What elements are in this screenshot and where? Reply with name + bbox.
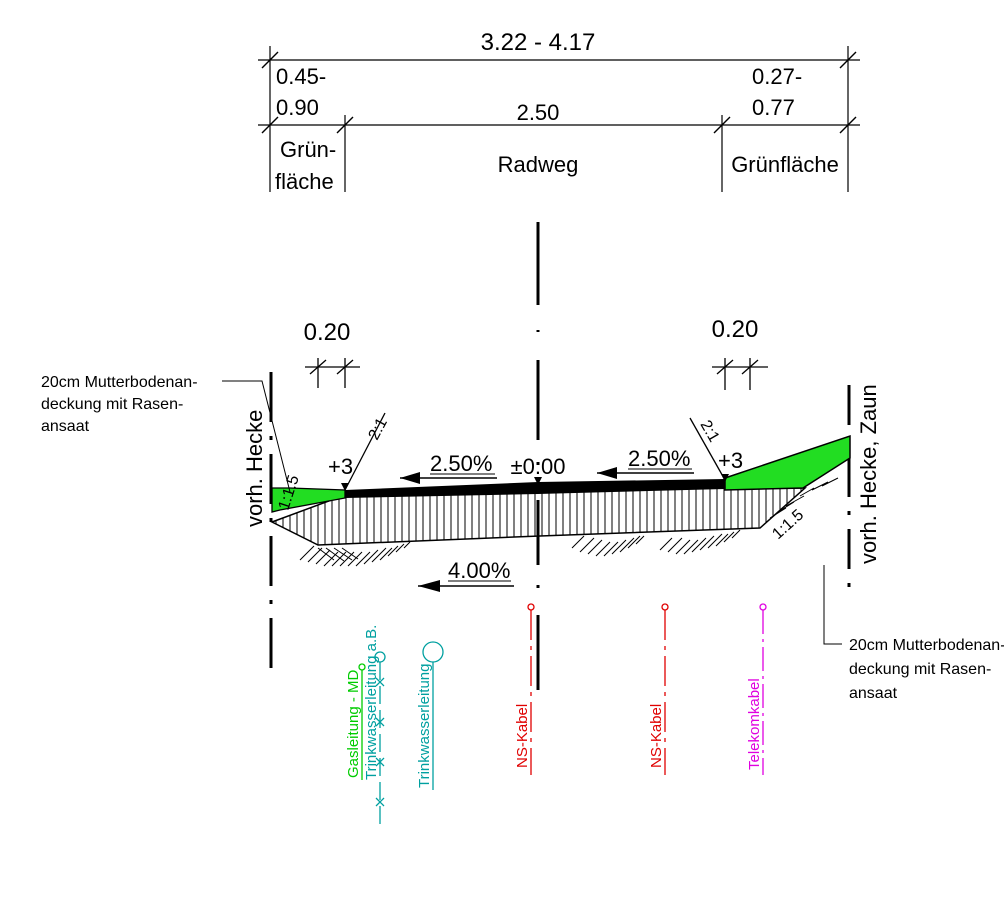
- ns-cable-1-line: [527, 603, 535, 775]
- left-offset-label: 0.20: [304, 319, 351, 346]
- right-offset-label: 0.20: [712, 316, 759, 343]
- left-slope-label: 2.50%: [430, 451, 492, 476]
- dimension-chain: [258, 46, 860, 192]
- right-zone-label: Grünfläche: [731, 152, 839, 177]
- utility-label-ns-2: NS-Kabel: [648, 704, 665, 768]
- right-slope-label: 2.50%: [628, 446, 690, 471]
- ground-hatching: [299, 477, 839, 567]
- telekom-cable-line: [759, 603, 767, 775]
- right-note-line3: ansaat: [849, 685, 898, 702]
- right-note-line1: 20cm Mutterbodenan-: [849, 637, 1004, 654]
- right-note-line2: deckung mit Rasen-: [849, 661, 991, 678]
- right-edge-label: vorh. Hecke, Zaun: [856, 384, 881, 564]
- left-green-width-top: 0.45-: [276, 64, 326, 89]
- center-height-label: ±0.00: [511, 454, 566, 479]
- center-zone-label: Radweg: [498, 152, 579, 177]
- total-width-label: 3.22 - 4.17: [481, 29, 596, 56]
- right-cut-line: [689, 417, 726, 481]
- utility-label-gas: Gasleitung - MD: [345, 669, 362, 778]
- utility-label-ns-1: NS-Kabel: [514, 704, 531, 768]
- ns-cable-2-line: [661, 603, 669, 775]
- bikepath-width-label: 2.50: [517, 100, 560, 125]
- left-zone-label-2: fläche: [275, 169, 334, 194]
- right-slope-arrow: [597, 467, 694, 479]
- right-green-width-bottom: 0.77: [752, 95, 795, 120]
- asphalt-surface: [345, 479, 725, 498]
- left-edge-label: vorh. Hecke: [242, 410, 267, 527]
- right-height-label: +3: [718, 448, 743, 473]
- left-note-line1: 20cm Mutterbodenan-: [41, 374, 198, 391]
- utility-label-water: Trinkwasserleitung: [416, 664, 433, 789]
- utility-label-telekom: Telekomkabel: [746, 678, 763, 770]
- utility-label-water-ab: Trinkwasserleitung a.B.: [363, 625, 380, 780]
- left-offset-dim: [305, 358, 360, 388]
- right-green-width-top: 0.27-: [752, 64, 802, 89]
- gas-pipe-line: [358, 663, 366, 780]
- left-cut-line: [344, 412, 386, 491]
- base-slope-label: 4.00%: [448, 558, 510, 583]
- left-note-line3: ansaat: [41, 418, 90, 435]
- left-height-label: +3: [328, 454, 353, 479]
- left-cut-ratio: 2:1: [366, 415, 391, 443]
- left-note-leader: [222, 380, 291, 493]
- right-note-leader: [823, 565, 842, 645]
- left-slope-arrow: [400, 472, 497, 484]
- water-pipe-ab-line: [374, 651, 386, 825]
- water-pipe-line: [422, 641, 444, 790]
- base-slope-arrow: [418, 580, 514, 592]
- left-zone-label-1: Grün-: [280, 137, 336, 162]
- center-height-marker: [534, 477, 542, 485]
- left-note-line2: deckung mit Rasen-: [41, 396, 183, 413]
- right-cut-ratio: 2:1: [697, 418, 723, 446]
- right-offset-dim: [712, 358, 768, 390]
- left-green-width-bottom: 0.90: [276, 95, 319, 120]
